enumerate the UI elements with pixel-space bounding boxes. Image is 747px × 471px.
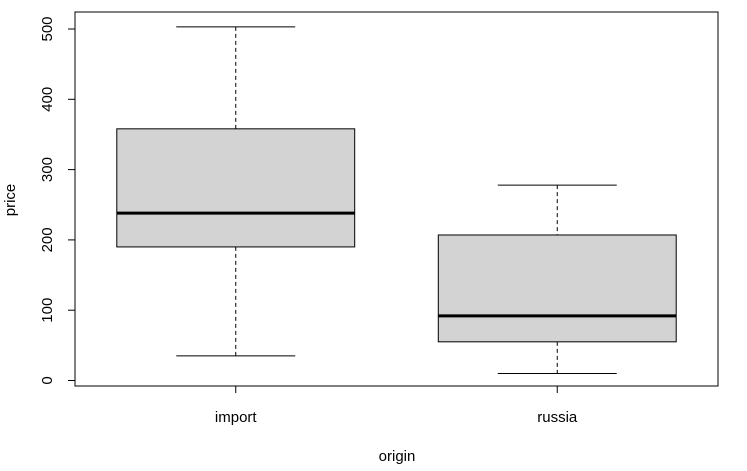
- plot-frame: [74, 11, 719, 387]
- box-russia: [437, 234, 677, 343]
- y-tick-label: 100: [39, 298, 56, 323]
- x-axis-label: origin: [379, 448, 416, 465]
- y-tick-label: 400: [39, 87, 56, 112]
- x-tick-label: russia: [537, 409, 578, 426]
- y-axis-label: price: [2, 184, 19, 217]
- y-tick-label: 200: [39, 227, 56, 252]
- y-tick-label: 500: [39, 16, 56, 41]
- y-tick-label: 0: [39, 376, 56, 384]
- box-import: [116, 128, 356, 248]
- y-tick-label: 300: [39, 157, 56, 182]
- x-tick-label: import: [215, 409, 258, 426]
